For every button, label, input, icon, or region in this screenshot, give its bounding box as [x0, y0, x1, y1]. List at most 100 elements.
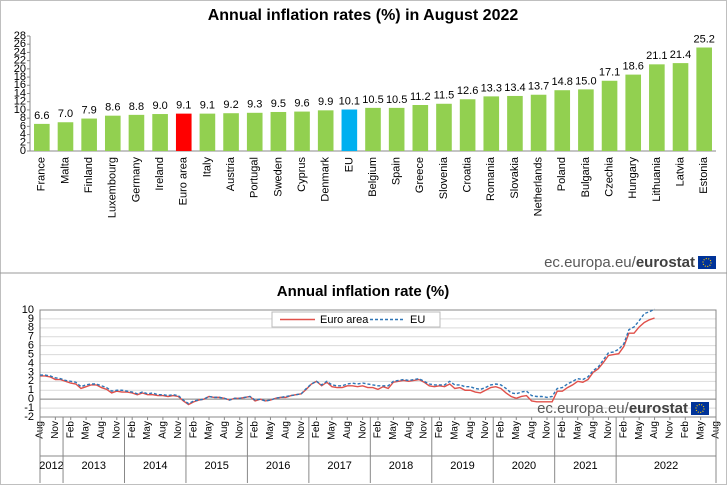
- bar: [412, 105, 429, 151]
- value-label: 11.5: [434, 90, 455, 102]
- y-tick-label: 16: [14, 79, 26, 91]
- x-tick-label: May: [634, 421, 645, 440]
- value-label: 10.1: [339, 95, 360, 107]
- x-tick-label: Aug: [219, 421, 230, 439]
- x-tick-label: Bulgaria: [580, 156, 592, 197]
- x-tick-label: Nov: [480, 421, 491, 439]
- bar: [696, 47, 712, 151]
- year-label: 2016: [266, 460, 290, 472]
- value-label: 10.5: [362, 94, 383, 106]
- x-tick-label: Nov: [542, 421, 553, 439]
- x-tick-label: Hungary: [627, 157, 639, 199]
- y-tick-label: 22: [14, 55, 26, 67]
- y-tick-label: 6: [20, 120, 26, 132]
- x-tick-label: Nov: [296, 421, 307, 439]
- y-tick-label: 3: [28, 366, 34, 378]
- x-tick-label: Denmark: [320, 157, 332, 202]
- x-tick-label: Nov: [603, 421, 614, 439]
- x-tick-label: Feb: [311, 421, 322, 439]
- value-label: 9.0: [152, 100, 167, 112]
- value-label: 6.6: [34, 110, 49, 122]
- x-tick-label: Italy: [201, 157, 213, 178]
- x-tick-label: Euro area: [178, 156, 190, 205]
- x-tick-label: Feb: [250, 421, 261, 439]
- bar: [57, 122, 74, 151]
- x-tick-label: Nov: [173, 421, 184, 439]
- value-label: 9.5: [271, 98, 286, 110]
- bar: [175, 113, 192, 151]
- bar: [317, 110, 334, 151]
- y-tick-label: 10: [22, 304, 34, 316]
- x-tick-label: Croatia: [462, 156, 474, 192]
- x-tick-label: Feb: [557, 421, 568, 439]
- source-site: ec.europa.eu/: [544, 254, 637, 271]
- year-label: 2022: [654, 460, 678, 472]
- value-label: 13.4: [504, 82, 525, 94]
- x-tick-label: May: [511, 421, 522, 440]
- bar: [199, 113, 216, 151]
- value-label: 11.2: [410, 91, 431, 103]
- y-tick-label: 10: [14, 104, 26, 116]
- year-label: 2013: [82, 460, 106, 472]
- value-label: 8.8: [129, 101, 144, 113]
- value-label: 8.6: [105, 102, 120, 114]
- x-tick-label: Aug: [96, 421, 107, 439]
- x-tick-label: Aug: [465, 421, 476, 439]
- x-tick-label: May: [142, 421, 153, 440]
- bar: [341, 109, 358, 151]
- x-tick-label: Spain: [391, 157, 403, 185]
- bar: [507, 95, 523, 151]
- x-tick-label: Latvia: [674, 156, 686, 186]
- x-tick-label: Aug: [342, 421, 353, 439]
- value-label: 9.6: [294, 97, 309, 109]
- x-tick-label: May: [81, 421, 92, 440]
- y-tick-label: 18: [14, 71, 26, 83]
- x-tick-label: Aug: [158, 421, 169, 439]
- bar: [152, 114, 168, 151]
- x-tick-label: May: [572, 421, 583, 440]
- value-label: 9.2: [223, 99, 238, 111]
- x-tick-label: Cyprus: [296, 157, 308, 192]
- legend-label: EU: [410, 314, 425, 326]
- value-label: 13.7: [528, 81, 549, 93]
- x-tick-label: Slovakia: [509, 156, 521, 198]
- x-tick-label: Netherlands: [532, 157, 544, 217]
- series-line: [40, 308, 655, 405]
- x-tick-label: Nov: [50, 421, 61, 439]
- y-tick-label: -1: [24, 402, 34, 414]
- x-tick-label: Finland: [83, 157, 95, 193]
- x-tick-label: Aug: [526, 421, 537, 439]
- y-tick-label: -2: [24, 411, 34, 423]
- bar: [649, 64, 665, 151]
- y-tick-label: 8: [20, 112, 26, 124]
- x-tick-label: Greece: [414, 157, 426, 193]
- value-label: 10.5: [386, 94, 407, 106]
- value-label: 9.1: [176, 100, 191, 112]
- bar: [672, 63, 689, 151]
- value-label: 9.1: [200, 100, 215, 112]
- x-tick-label: Feb: [680, 421, 691, 439]
- year-label: 2014: [143, 460, 167, 472]
- x-tick-label: Lithuania: [651, 156, 663, 202]
- chart-title: Annual inflation rates (%) in August 202…: [208, 7, 519, 24]
- x-tick-label: Feb: [65, 421, 76, 439]
- x-tick-label: Luxembourg: [107, 157, 119, 218]
- x-tick-label: Germany: [130, 157, 142, 203]
- x-tick-label: May: [265, 421, 276, 440]
- source-brand: eurostat: [636, 254, 695, 271]
- bar: [625, 74, 642, 151]
- source-site: ec.europa.eu/: [537, 400, 630, 417]
- eu-flag: [698, 256, 716, 269]
- value-label: 7.0: [58, 108, 73, 120]
- y-tick-label: 28: [14, 30, 26, 42]
- y-tick-label: 4: [28, 357, 34, 369]
- bar: [483, 96, 500, 151]
- x-tick-label: Nov: [111, 421, 122, 439]
- source-brand: eurostat: [629, 400, 688, 417]
- bar: [459, 99, 476, 151]
- chart-title: Annual inflation rate (%): [277, 283, 450, 300]
- x-tick-label: May: [695, 421, 706, 440]
- source: ec.europa.eu/eurostat: [537, 400, 688, 417]
- value-label: 9.9: [318, 96, 333, 108]
